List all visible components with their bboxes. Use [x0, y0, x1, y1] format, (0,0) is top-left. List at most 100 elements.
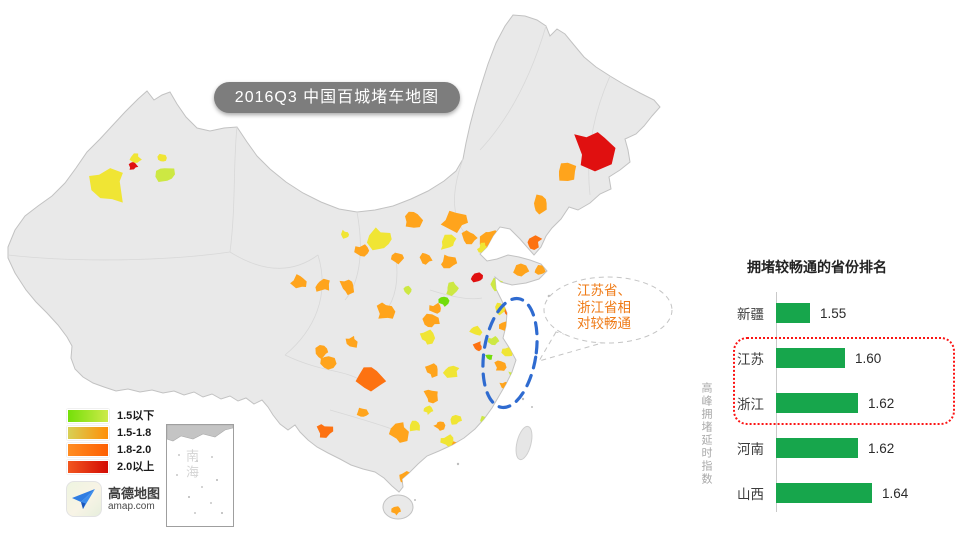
city-congestion-patch [517, 350, 524, 357]
city-congestion-patch [446, 281, 459, 296]
callout-line-1: 江苏省、 [577, 283, 631, 298]
bar-value: 1.55 [820, 305, 847, 321]
city-congestion-patches [89, 132, 616, 516]
city-congestion-patch [574, 132, 616, 172]
city-congestion-patch [440, 210, 468, 233]
legend-swatch-3 [67, 443, 109, 457]
south-china-sea-inset: 南海 [166, 424, 234, 527]
city-congestion-patch [403, 285, 412, 296]
legend-label-3: 1.8-2.0 [117, 444, 152, 456]
bar-row-xinjiang: 新疆 1.55 [690, 303, 846, 323]
bar-label: 浙江 [737, 397, 764, 412]
city-congestion-patch [355, 367, 387, 392]
city-congestion-patch [409, 420, 420, 432]
city-congestion-patch [366, 227, 392, 251]
city-congestion-patch [89, 168, 123, 203]
city-congestion-patch [485, 433, 496, 443]
legend-swatch-1 [67, 409, 109, 423]
city-congestion-patch [559, 162, 577, 181]
chart-y-axis-label: 高峰拥堵延时指数 [700, 382, 712, 486]
city-congestion-patch [390, 252, 405, 265]
bar-label: 新疆 [737, 307, 764, 322]
inset-island-dots [176, 454, 223, 514]
legend-label-2: 1.5-1.8 [117, 427, 152, 439]
city-congestion-patch [494, 360, 507, 371]
bar [776, 303, 810, 323]
city-congestion-patch [316, 424, 334, 438]
legend-label-1: 1.5以下 [117, 410, 155, 422]
bar-row-shanxi: 山西 1.64 [690, 483, 908, 503]
city-congestion-patch [461, 230, 478, 245]
city-congestion-patch [450, 441, 464, 457]
city-congestion-patch [405, 211, 424, 228]
city-congestion-patch [356, 407, 369, 417]
bar-label: 江苏 [737, 352, 764, 367]
bar-label: 河南 [737, 442, 764, 457]
china-mainland-shape [7, 14, 661, 493]
chart-title: 拥堵较畅通的省份排名 [747, 259, 887, 275]
city-congestion-patch [429, 302, 441, 314]
bar [776, 483, 872, 503]
amap-paper-plane-icon [66, 481, 102, 517]
city-congestion-patch [315, 278, 330, 292]
callout-line-3: 对较畅通 [577, 316, 631, 331]
bar-label: 山西 [737, 487, 764, 502]
bar-row-jiangsu: 江苏 1.60 [690, 348, 881, 368]
amap-logo-domain: amap.com [108, 500, 155, 512]
legend-row: 1.8-2.0 [67, 443, 154, 457]
legend-label-4: 2.0以上 [117, 461, 155, 473]
bar [776, 393, 858, 413]
city-congestion-patch [157, 153, 167, 162]
city-congestion-patch [480, 415, 490, 427]
city-congestion-patch [422, 313, 440, 328]
city-congestion-patch [423, 389, 438, 404]
bar-value: 1.62 [868, 395, 895, 411]
city-congestion-patch [438, 296, 450, 307]
legend-row: 1.5以下 [67, 409, 155, 423]
city-congestion-patch [391, 506, 401, 516]
city-congestion-patch [534, 194, 547, 215]
highlight-ellipse-jiangsu-zhejiang [481, 296, 539, 410]
city-congestion-patch [128, 161, 139, 170]
callout-text: 江苏省、 浙江省相 对较畅通 [577, 283, 657, 333]
city-congestion-patch [463, 437, 477, 447]
city-congestion-patch [155, 168, 175, 182]
title-banner: 2016Q3 中国百城堵车地图 [214, 82, 460, 113]
city-congestion-patch [440, 434, 454, 447]
city-congestion-patch [423, 405, 434, 415]
city-congestion-patch [315, 345, 329, 360]
coastal-island-dots [414, 294, 551, 501]
city-congestion-patch [433, 421, 446, 431]
city-congestion-patch [376, 302, 396, 319]
legend-swatch-4 [67, 460, 109, 474]
bar-row-henan: 河南 1.62 [690, 438, 894, 458]
bar [776, 348, 845, 368]
city-congestion-patch [470, 272, 483, 283]
inset-coast-shape [167, 425, 233, 442]
south-china-sea-label: 南海 [184, 449, 199, 481]
city-congestion-patch [473, 450, 483, 460]
city-congestion-patch [320, 356, 337, 370]
amap-logo-title: 高德地图 [108, 485, 161, 501]
city-congestion-patch [425, 363, 438, 378]
city-congestion-patch [510, 332, 523, 342]
legend-swatch-2 [67, 426, 109, 440]
city-congestion-patch [290, 274, 307, 289]
city-congestion-patch [440, 234, 457, 250]
callout-bubble [537, 276, 673, 362]
bar-value: 1.62 [868, 440, 895, 456]
city-congestion-patch [345, 335, 358, 348]
city-congestion-patch [485, 354, 493, 360]
city-congestion-patch [472, 341, 482, 352]
city-congestion-patch [469, 325, 483, 336]
map-legend: 1.5以下 1.5-1.8 1.8-2.0 2.0以上 [67, 409, 155, 478]
city-congestion-patch [419, 329, 436, 345]
city-congestion-patch [354, 244, 370, 257]
city-congestion-patch [487, 336, 500, 346]
bar [776, 438, 858, 458]
ranking-chart: 拥堵较畅通的省份排名 高峰拥堵延时指数 新疆 1.55 江苏 1.60 浙江 1… [690, 252, 962, 527]
city-congestion-patch [485, 446, 494, 452]
city-congestion-patch [507, 311, 517, 321]
